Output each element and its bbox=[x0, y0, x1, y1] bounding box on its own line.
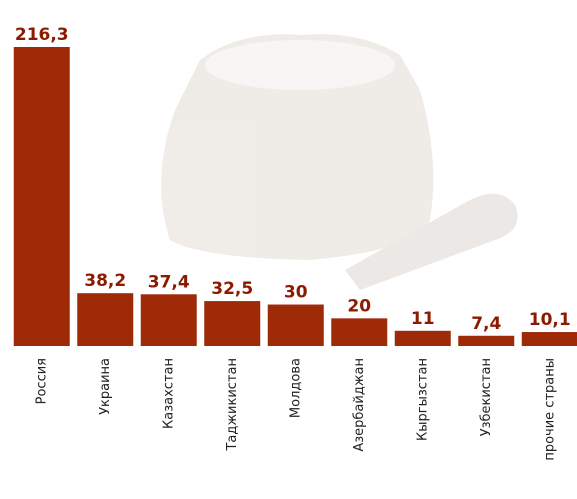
value-label: 7,4 bbox=[471, 314, 501, 334]
x-tick-label: Россия bbox=[34, 358, 49, 404]
value-label: 216,3 bbox=[15, 25, 69, 45]
bar bbox=[331, 318, 388, 346]
bar bbox=[204, 301, 261, 346]
value-label: 20 bbox=[347, 296, 371, 316]
x-tick-label: Азербайджан bbox=[352, 358, 367, 452]
value-label: 11 bbox=[411, 309, 435, 329]
value-label: 10,1 bbox=[529, 310, 571, 330]
bar bbox=[267, 304, 324, 346]
x-tick-label: Узбекистан bbox=[479, 358, 494, 436]
bar bbox=[458, 335, 515, 346]
x-tick-label: Таджикистан bbox=[225, 358, 240, 452]
x-tick-label: Казахстан bbox=[161, 358, 176, 429]
x-tick-label: Молдова bbox=[288, 358, 303, 418]
bar bbox=[394, 330, 451, 346]
x-tick-label: прочие страны bbox=[542, 358, 557, 461]
sugar-sack-illustration bbox=[161, 34, 518, 290]
value-label: 32,5 bbox=[211, 279, 253, 299]
bar bbox=[77, 293, 134, 346]
sack-opening bbox=[205, 40, 395, 90]
value-label: 37,4 bbox=[148, 272, 190, 292]
bar bbox=[13, 47, 70, 346]
bar bbox=[521, 332, 577, 346]
bar bbox=[140, 294, 197, 346]
value-label: 30 bbox=[284, 283, 308, 303]
sack-body bbox=[161, 34, 434, 260]
scoop bbox=[345, 193, 518, 290]
x-tick-label: Украина bbox=[98, 358, 113, 415]
x-tick-label: Кыргызстан bbox=[415, 358, 430, 441]
value-label: 38,2 bbox=[84, 271, 126, 291]
